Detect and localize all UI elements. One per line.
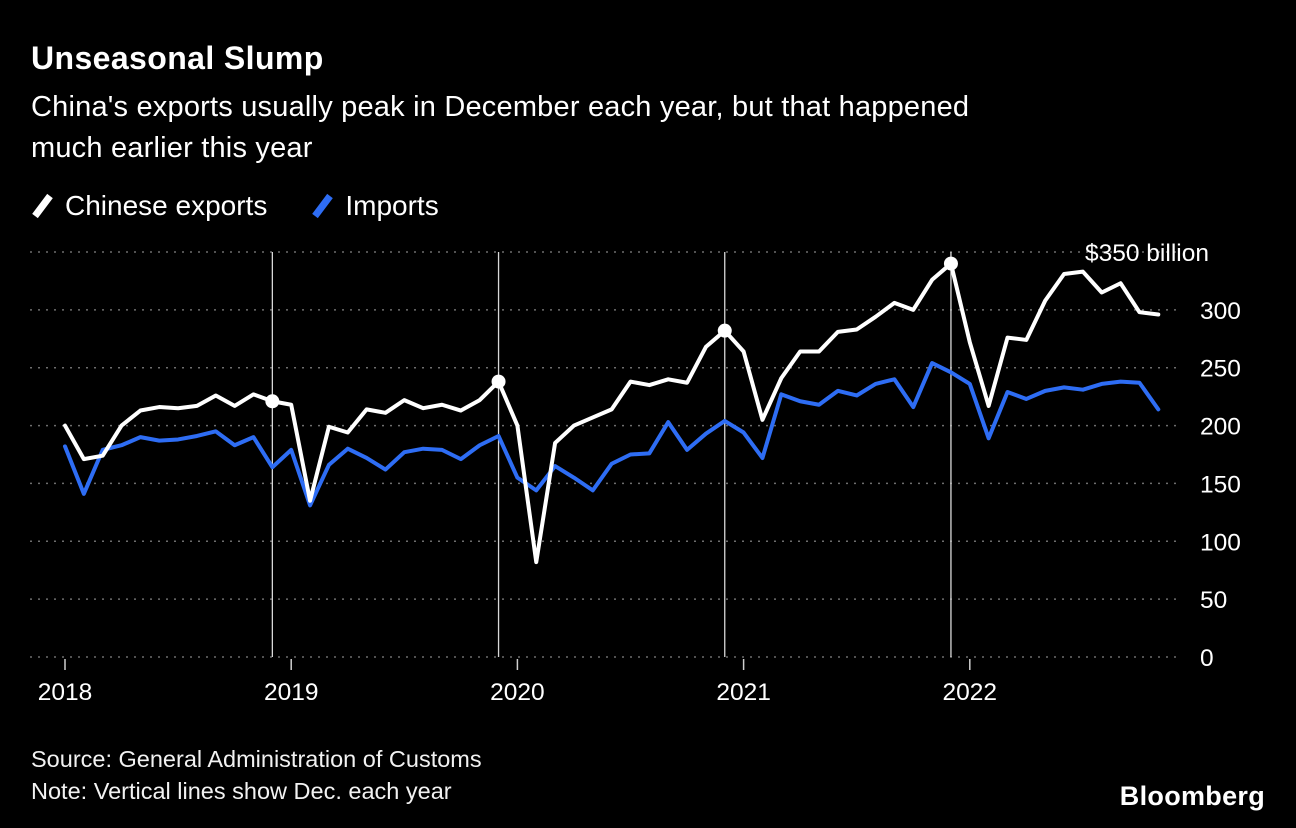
bloomberg-logo: Bloomberg (1119, 781, 1265, 811)
y-axis-label-0: 0 (1200, 645, 1214, 672)
y-axis-label-350: $350 billion (1085, 240, 1209, 267)
chinese-exports-line (63, 261, 1161, 565)
imports-line (63, 361, 1161, 508)
december-peak-dot (491, 374, 506, 389)
y-axis-label-100: 100 (1200, 529, 1241, 556)
december-peak-dot (717, 323, 732, 338)
chart-title: Unseasonal Slump (31, 40, 324, 76)
x-axis-label-2021: 2021 (716, 679, 771, 706)
x-axis-label-2018: 2018 (38, 679, 93, 706)
december-peak-dot (943, 256, 958, 271)
imports-line-swatch-icon (312, 193, 334, 219)
line-chart: $350 billion 300 250 200 150 100 50 0 2018 2019 20… (30, 240, 1241, 706)
x-axis-label-2019: 2019 (264, 679, 319, 706)
chart-legend: Chinese exports Imports (31, 190, 439, 222)
y-axis-label-300: 300 (1200, 298, 1241, 325)
source-note: Source: General Administration of Custom… (31, 746, 482, 772)
legend-label-exports: Chinese exports (65, 190, 268, 221)
chart-subtitle-line-1: China's exports usually peak in December… (31, 91, 970, 123)
legend-item-imports: Imports (311, 190, 439, 222)
x-axis-label-2022: 2022 (943, 679, 998, 706)
chart-subtitle-line-2: much earlier this year (31, 132, 313, 164)
exports-line-swatch-icon (32, 193, 53, 219)
y-axis-label-50: 50 (1200, 587, 1227, 614)
y-axis-label-150: 150 (1200, 471, 1241, 498)
y-axis-label-200: 200 (1200, 414, 1241, 441)
y-axis-label-250: 250 (1200, 356, 1241, 383)
chart-plot-area: $350 billion 300 250 200 150 100 50 0 2018 2019 20… (0, 238, 1296, 713)
methodology-note: Note: Vertical lines show Dec. each year (31, 777, 452, 804)
x-axis-label-2020: 2020 (490, 679, 545, 706)
legend-item-exports: Chinese exports (31, 190, 267, 222)
chart-subtitle: China's exports usually peak in December… (31, 87, 969, 169)
december-peak-dot (265, 394, 280, 409)
chart-footer: Source: General Administration of Custom… (31, 744, 482, 807)
legend-label-imports: Imports (345, 190, 439, 221)
